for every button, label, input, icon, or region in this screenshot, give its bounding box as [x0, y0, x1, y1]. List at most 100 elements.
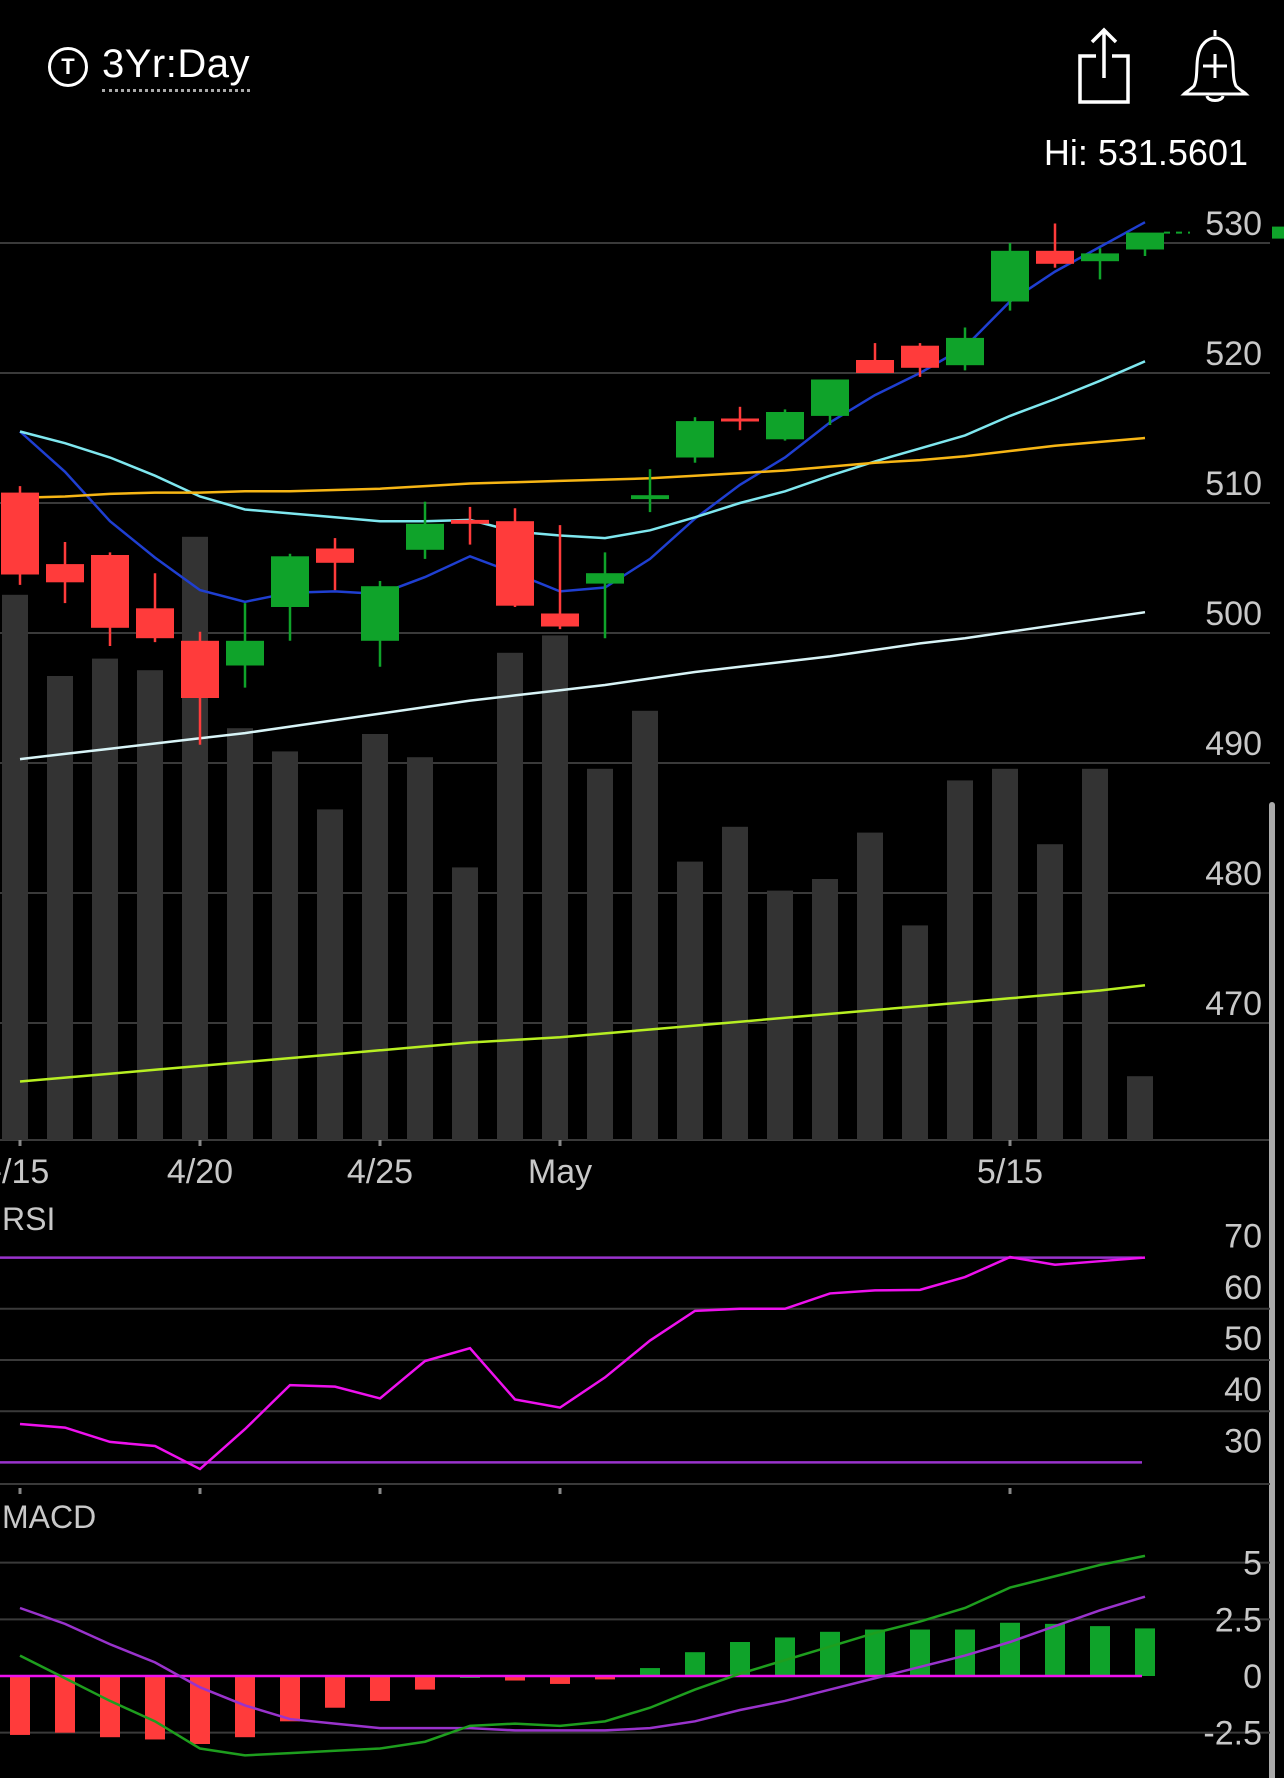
candle [361, 581, 399, 667]
volume-bar [182, 536, 208, 1140]
rsi-y-tick: 30 [1224, 1422, 1262, 1460]
candle-body [1081, 253, 1119, 262]
volume-bar [947, 780, 973, 1140]
macd-histogram-bar [730, 1642, 750, 1676]
macd-histogram-bar [415, 1676, 435, 1690]
candle-body [721, 418, 759, 422]
candle [406, 501, 444, 559]
price-y-tick: 490 [1205, 725, 1262, 763]
candle [901, 343, 939, 377]
rsi-y-tick: 40 [1224, 1371, 1262, 1409]
volume-bar [857, 832, 883, 1140]
volume-bar [452, 867, 478, 1140]
bell-plus-icon[interactable] [1180, 26, 1250, 106]
volume-bar [92, 658, 118, 1140]
rsi-y-tick: 50 [1224, 1320, 1262, 1358]
candle [181, 631, 219, 745]
macd-histogram-bar [370, 1676, 390, 1701]
macd-histogram-bar [595, 1676, 615, 1680]
volume-bar [992, 768, 1018, 1140]
volume-bar [902, 925, 928, 1140]
candle-body [316, 548, 354, 563]
top-bar: T 3Yr:Day [0, 0, 1284, 130]
macd-histogram-bar [910, 1629, 930, 1676]
volume-bar [767, 890, 793, 1140]
macd-histogram-bar [280, 1676, 300, 1722]
candle [136, 573, 174, 643]
macd-y-tick: 5 [1243, 1545, 1262, 1583]
volume-bar [2, 594, 28, 1140]
candle [856, 343, 894, 373]
macd-histogram-bar [865, 1629, 885, 1676]
x-tick-label: May [528, 1153, 592, 1191]
volume-bar [137, 670, 163, 1140]
macd-y-tick: -2.5 [1203, 1715, 1262, 1753]
candle [676, 417, 714, 463]
candle-body [1036, 250, 1074, 264]
macd-histogram-bar [10, 1676, 30, 1735]
candle-body [541, 613, 579, 627]
volume-bar [1127, 1076, 1153, 1140]
candle-body [856, 360, 894, 373]
rsi-title: RSI [2, 1201, 55, 1237]
timeframe-selector[interactable]: T 3Yr:Day [48, 42, 250, 92]
candle [1, 486, 39, 585]
candle-body [271, 556, 309, 607]
candle-body [1126, 232, 1164, 250]
volume-bar [362, 734, 388, 1140]
candle-body [631, 495, 669, 500]
candle [811, 379, 849, 425]
macd-histogram-bar [1045, 1623, 1065, 1676]
candle [46, 542, 84, 604]
candle [271, 553, 309, 641]
macd-line [19, 1554, 1146, 1757]
volume-bar [1082, 768, 1108, 1140]
volume-bar [677, 861, 703, 1140]
macd-signal-line [19, 1595, 1146, 1732]
x-tick-label: 4/25 [347, 1153, 413, 1191]
candle-body [991, 250, 1029, 302]
macd-histogram-bar [775, 1637, 795, 1676]
candle-body [136, 608, 174, 639]
candle [451, 506, 489, 545]
volume-bar [722, 826, 748, 1140]
volume-bar [542, 635, 568, 1140]
macd-histogram-bar [100, 1676, 120, 1738]
candle-body [1, 492, 39, 575]
candle [496, 508, 534, 607]
price-y-tick: 510 [1205, 465, 1262, 503]
x-tick-label: 5/15 [977, 1153, 1043, 1191]
candle [586, 552, 624, 639]
ma-line-sma-slow [19, 436, 1146, 500]
volume-bar [497, 652, 523, 1140]
last-price-marker [1272, 226, 1284, 239]
macd-histogram-bar [55, 1676, 75, 1733]
candle-body [406, 523, 444, 550]
candle-body [46, 564, 84, 583]
candle [226, 603, 264, 688]
share-icon[interactable] [1074, 26, 1134, 106]
macd-y-tick: 2.5 [1215, 1601, 1262, 1639]
candle [91, 552, 129, 646]
macd-histogram-bar [820, 1631, 840, 1676]
price-y-tick: 500 [1205, 595, 1262, 633]
ma-line-sma-200 [19, 984, 1146, 1083]
price-y-tick: 530 [1205, 205, 1262, 243]
candle [541, 525, 579, 630]
price-y-tick: 470 [1205, 985, 1262, 1023]
timeframe-label: 3Yr:Day [102, 42, 250, 92]
candle [766, 409, 804, 441]
volume-bar [587, 768, 613, 1140]
candle-body [496, 521, 534, 606]
macd-histogram-bar [1000, 1622, 1020, 1676]
macd-histogram-bar [1090, 1626, 1110, 1676]
candle [1126, 232, 1164, 256]
candle-body [91, 555, 129, 628]
macd-histogram-bar [1135, 1628, 1155, 1676]
x-tick-label: -/15 [0, 1153, 49, 1191]
candle-body [226, 640, 264, 666]
t-circle-icon: T [48, 47, 88, 87]
macd-histogram-bar [685, 1652, 705, 1676]
high-label: Hi: 531.5601 [1043, 132, 1248, 173]
